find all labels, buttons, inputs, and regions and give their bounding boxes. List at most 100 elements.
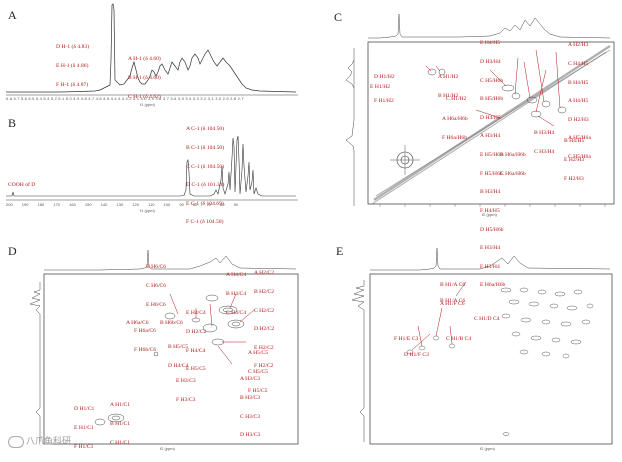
ann-label: A H6a/H6b xyxy=(442,116,468,123)
ann-label: E H6a/H6b xyxy=(480,282,506,289)
ann-label: C H5/H6b xyxy=(480,77,504,84)
panel-a-ann-left: D H-1 (δ 4.83) E H-1 (δ 4.86) F H-1 (δ 4… xyxy=(56,32,89,100)
ann-label: C H1/C1 xyxy=(110,439,131,446)
panel-a: A D H-1 (δ 4.83) E H-1 (δ 4.86) F H-1 (δ… xyxy=(0,0,300,110)
ann-label: B H1/C1 xyxy=(110,421,131,428)
panel-e-ann-g1: B H1/A C6 A H1/F C6 xyxy=(440,270,465,320)
ann-label: D H1/F C3 xyxy=(404,352,429,359)
ann-label: F H6b/C6 xyxy=(134,347,157,354)
ann-label: C H3/H4 xyxy=(534,149,555,156)
panel-d-ann-g3: A H2/C2 B H2/C2 C H2/C2 D H2/C2 E H2/C2 … xyxy=(254,258,274,382)
panel-b-ann: A C-1 (δ 104.50) B C-1 (δ 104.50) C C-1 … xyxy=(186,114,224,238)
ann-label: C H1/D C4 xyxy=(474,316,500,323)
ann-label: A H4/H5 xyxy=(568,98,589,105)
ann-label: A H-1 (δ 4.60) xyxy=(128,56,161,63)
ann-label: F H3/C3 xyxy=(176,397,196,404)
ann-label: D H-1 (δ 4.83) xyxy=(56,44,90,51)
ann-label: B H1/A C6 xyxy=(440,298,466,305)
panel-c-ann-group-3: F H1/H2 xyxy=(374,86,394,117)
panel-d-ann-g6: F H6a/C6 F H6b/C6 xyxy=(134,316,156,366)
ann-label: E H5/H6b xyxy=(480,152,503,159)
panel-d-ann-g10: E H3/C3 F H3/C3 xyxy=(176,366,196,416)
ann-label: C H1/H2 xyxy=(446,96,467,103)
ann-label: B H1/H2 xyxy=(438,93,459,100)
ann-label: F H1/C1 xyxy=(74,443,94,450)
panel-d-ann-g1: B H6/C6 C H6/C6 E H6/C6 xyxy=(146,252,166,320)
ann-label: C H5/C5 xyxy=(248,369,269,376)
ann-label: F H6a/C6 xyxy=(134,328,156,335)
ann-label: F H4/H5 xyxy=(480,207,500,214)
panel-c-2d-plot xyxy=(345,13,615,207)
ann-label: A H2/C2 xyxy=(254,270,275,277)
ann-label: C H3/C3 xyxy=(240,413,261,420)
panel-d-ann-g13: A H1/C1 B H1/C1 C H1/C1 xyxy=(110,390,130,458)
panel-d-ann-g12: D H1/C1 E H1/C1 F H1/C1 xyxy=(74,394,94,462)
panel-b: B A C-1 (δ 104.50) B C-1 (δ 104.50) C C-… xyxy=(0,110,300,225)
ann-label: E H5/C5 xyxy=(186,366,206,373)
ann-label: A H6a/C6 xyxy=(126,320,149,327)
panel-d-ann-g8: B H5/C5 D H4/C4 xyxy=(168,332,188,382)
ann-label: F C-1 (δ 104.50) xyxy=(186,219,224,226)
ann-label: B H5/H6b xyxy=(480,96,504,103)
ann-label: A H1/F C6 xyxy=(440,301,465,308)
panel-b-letter: B xyxy=(8,116,17,130)
ann-label: D H4/C4 xyxy=(168,363,189,370)
panel-d: D B H6/C6 C H6/C6 E H6/C6 xyxy=(0,228,310,454)
ann-label: D C-1 (δ 101.31) xyxy=(186,182,225,189)
ann-label: A H1/C1 xyxy=(110,402,131,409)
ann-label: C H-1 (δ 4.62) xyxy=(128,93,161,100)
ann-label: B H3/C3 xyxy=(240,395,261,402)
ann-label: B H4/C4 xyxy=(226,291,247,298)
panel-b-cooh: COOH of D xyxy=(8,182,36,188)
ann-label: C H6a/H6b xyxy=(500,171,526,178)
panel-d-unit: f2 (ppm) xyxy=(160,446,175,451)
ann-label: D H2/C2 xyxy=(186,329,207,336)
ann-label: A H5/C5 xyxy=(248,350,269,357)
panel-d-2d-plot xyxy=(29,249,299,445)
ann-label: C C-1 (δ 104.50) xyxy=(186,163,225,170)
panel-e-ann-g6: C H1/D C4 xyxy=(474,304,500,335)
panel-c-unit: f2 (ppm) xyxy=(482,212,497,217)
panel-c-ann-group-1: D H1/H2 xyxy=(374,62,395,93)
panel-c-ann-group-9: B H4/H5 E H2/H3 F H2/H3 xyxy=(564,126,584,194)
panel-a-ann-right: A H-1 (δ 4.60) B H-1 (δ 4.60) C H-1 (δ 4… xyxy=(128,44,161,112)
ann-label: A H3/C3 xyxy=(240,376,261,383)
ann-label: F H5/H6b xyxy=(480,170,503,177)
ann-label: D H1/H2 xyxy=(374,74,395,81)
ann-label: E H1/C1 xyxy=(74,425,94,432)
panel-d-ann-g7: E H4/C4 D H2/C2 F H4/C4 E H5/C5 xyxy=(186,298,206,385)
panel-d-letter: D xyxy=(8,244,17,258)
ann-label: F H1/E C3 xyxy=(394,336,419,343)
ann-label: A H4/C4 xyxy=(226,272,247,279)
ann-label: B H3/H4 xyxy=(480,189,501,196)
ann-label: E H4/C4 xyxy=(186,310,206,317)
ann-label: F H-1 (δ 4.87) xyxy=(56,81,89,88)
watermark: 八爪鱼科研 xyxy=(8,434,71,448)
panel-c-ann-group-11: B H3/H4 C H3/H4 xyxy=(534,118,554,168)
ann-label: B H-1 (δ 4.60) xyxy=(128,75,161,82)
ann-label: B H1/A C6 xyxy=(440,282,466,289)
ann-label: F H6a/H6b xyxy=(442,135,468,142)
ann-label: D H3/C3 xyxy=(240,432,261,439)
panel-a-unit: f1 (ppm) xyxy=(140,102,155,107)
panel-c-ann-group-8: A H2/H3 C H4/H5 B H4/H5 A H4/H5 D H2/H3 … xyxy=(568,30,591,173)
panel-c-ann-group-5: C H1/H2 xyxy=(446,84,466,115)
ann-label: D H5/H6b xyxy=(480,226,504,233)
ann-label: E H2/H3 xyxy=(564,157,585,164)
ann-label: E H3/H4 xyxy=(480,245,501,252)
panel-e-ann-g3: F H1/E C3 xyxy=(394,324,418,355)
ann-label: A C-1 (δ 104.50) xyxy=(186,126,225,133)
panel-e-ann-g4: C H1/B C4 xyxy=(446,324,471,355)
panel-b-ticks: 200 190 180 170 160 150 140 130 120 110 … xyxy=(6,202,239,207)
panel-e-letter: E xyxy=(336,244,344,258)
ann-label: E H6/C6 xyxy=(146,301,166,308)
ann-label: B H4/H5 xyxy=(564,138,585,145)
ann-label: E H1/H2 xyxy=(370,84,391,91)
ann-label: B H5/C5 xyxy=(168,344,189,351)
ann-label: C H2/C2 xyxy=(254,307,275,314)
panel-e-ann-g2: B H1/A C6 xyxy=(440,286,465,317)
ann-label: C H1/B C4 xyxy=(446,336,472,343)
panel-c-ann-group-2: E H1/H2 xyxy=(370,72,390,103)
ann-label: B H6b/C6 xyxy=(160,320,183,327)
ann-label: F H5/C5 xyxy=(248,387,268,394)
